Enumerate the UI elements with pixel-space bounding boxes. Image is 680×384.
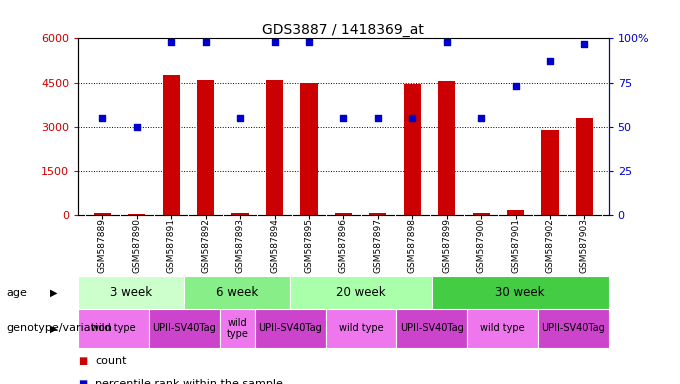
Bar xyxy=(78,309,149,348)
Text: percentile rank within the sample: percentile rank within the sample xyxy=(95,379,283,384)
Text: 30 week: 30 week xyxy=(496,286,545,299)
Bar xyxy=(149,309,220,348)
Text: UPII-SV40Tag: UPII-SV40Tag xyxy=(541,323,605,333)
Bar xyxy=(467,309,538,348)
Bar xyxy=(128,214,146,215)
Text: GSM587893: GSM587893 xyxy=(235,218,245,273)
Text: GSM587899: GSM587899 xyxy=(442,218,452,273)
Text: UPII-SV40Tag: UPII-SV40Tag xyxy=(152,323,216,333)
Bar xyxy=(184,276,290,309)
Text: GSM587903: GSM587903 xyxy=(580,218,589,273)
Text: 6 week: 6 week xyxy=(216,286,258,299)
Text: UPII-SV40Tag: UPII-SV40Tag xyxy=(258,323,322,333)
Bar xyxy=(231,213,249,215)
Bar xyxy=(255,309,326,348)
Bar xyxy=(326,309,396,348)
Text: GSM587892: GSM587892 xyxy=(201,218,210,273)
Bar xyxy=(507,210,524,215)
Bar xyxy=(396,309,467,348)
Bar xyxy=(404,84,421,215)
Text: wild type: wild type xyxy=(91,323,136,333)
Text: GSM587902: GSM587902 xyxy=(545,218,555,273)
Text: GSM587898: GSM587898 xyxy=(408,218,417,273)
Text: age: age xyxy=(7,288,28,298)
Point xyxy=(166,39,177,45)
Bar xyxy=(163,75,180,215)
Text: GSM587894: GSM587894 xyxy=(270,218,279,273)
Point xyxy=(269,39,280,45)
Point xyxy=(579,41,590,47)
Text: wild type: wild type xyxy=(339,323,384,333)
Text: wild
type: wild type xyxy=(226,318,248,339)
Text: GSM587890: GSM587890 xyxy=(132,218,141,273)
Bar xyxy=(301,83,318,215)
Text: wild type: wild type xyxy=(480,323,525,333)
Title: GDS3887 / 1418369_at: GDS3887 / 1418369_at xyxy=(262,23,424,37)
Point xyxy=(235,115,245,121)
Bar xyxy=(266,79,283,215)
Text: 3 week: 3 week xyxy=(110,286,152,299)
Text: ■: ■ xyxy=(78,379,88,384)
Point xyxy=(373,115,384,121)
Bar xyxy=(94,213,111,215)
Point xyxy=(131,124,142,130)
Point xyxy=(510,83,521,89)
Text: count: count xyxy=(95,356,126,366)
Text: UPII-SV40Tag: UPII-SV40Tag xyxy=(400,323,464,333)
Text: GSM587896: GSM587896 xyxy=(339,218,348,273)
Text: GSM587897: GSM587897 xyxy=(373,218,382,273)
Bar xyxy=(438,81,456,215)
Text: GSM587900: GSM587900 xyxy=(477,218,486,273)
Text: ▶: ▶ xyxy=(50,323,58,333)
Text: GSM587901: GSM587901 xyxy=(511,218,520,273)
Bar xyxy=(541,130,559,215)
Point xyxy=(303,39,314,45)
Point xyxy=(545,58,556,65)
Bar xyxy=(538,309,609,348)
Bar xyxy=(335,213,352,215)
Point xyxy=(476,115,487,121)
Text: ■: ■ xyxy=(78,356,88,366)
Text: ▶: ▶ xyxy=(50,288,58,298)
Bar xyxy=(369,213,386,215)
Bar xyxy=(290,276,432,309)
Bar xyxy=(473,213,490,215)
Bar xyxy=(197,79,214,215)
Bar xyxy=(78,276,184,309)
Text: GSM587895: GSM587895 xyxy=(305,218,313,273)
Point xyxy=(200,39,211,45)
Text: GSM587891: GSM587891 xyxy=(167,218,175,273)
Text: GSM587889: GSM587889 xyxy=(98,218,107,273)
Point xyxy=(407,115,418,121)
Point xyxy=(338,115,349,121)
Point xyxy=(97,115,107,121)
Point xyxy=(441,39,452,45)
Text: genotype/variation: genotype/variation xyxy=(7,323,113,333)
Bar xyxy=(220,309,255,348)
Bar xyxy=(576,118,593,215)
Bar xyxy=(432,276,609,309)
Text: 20 week: 20 week xyxy=(337,286,386,299)
